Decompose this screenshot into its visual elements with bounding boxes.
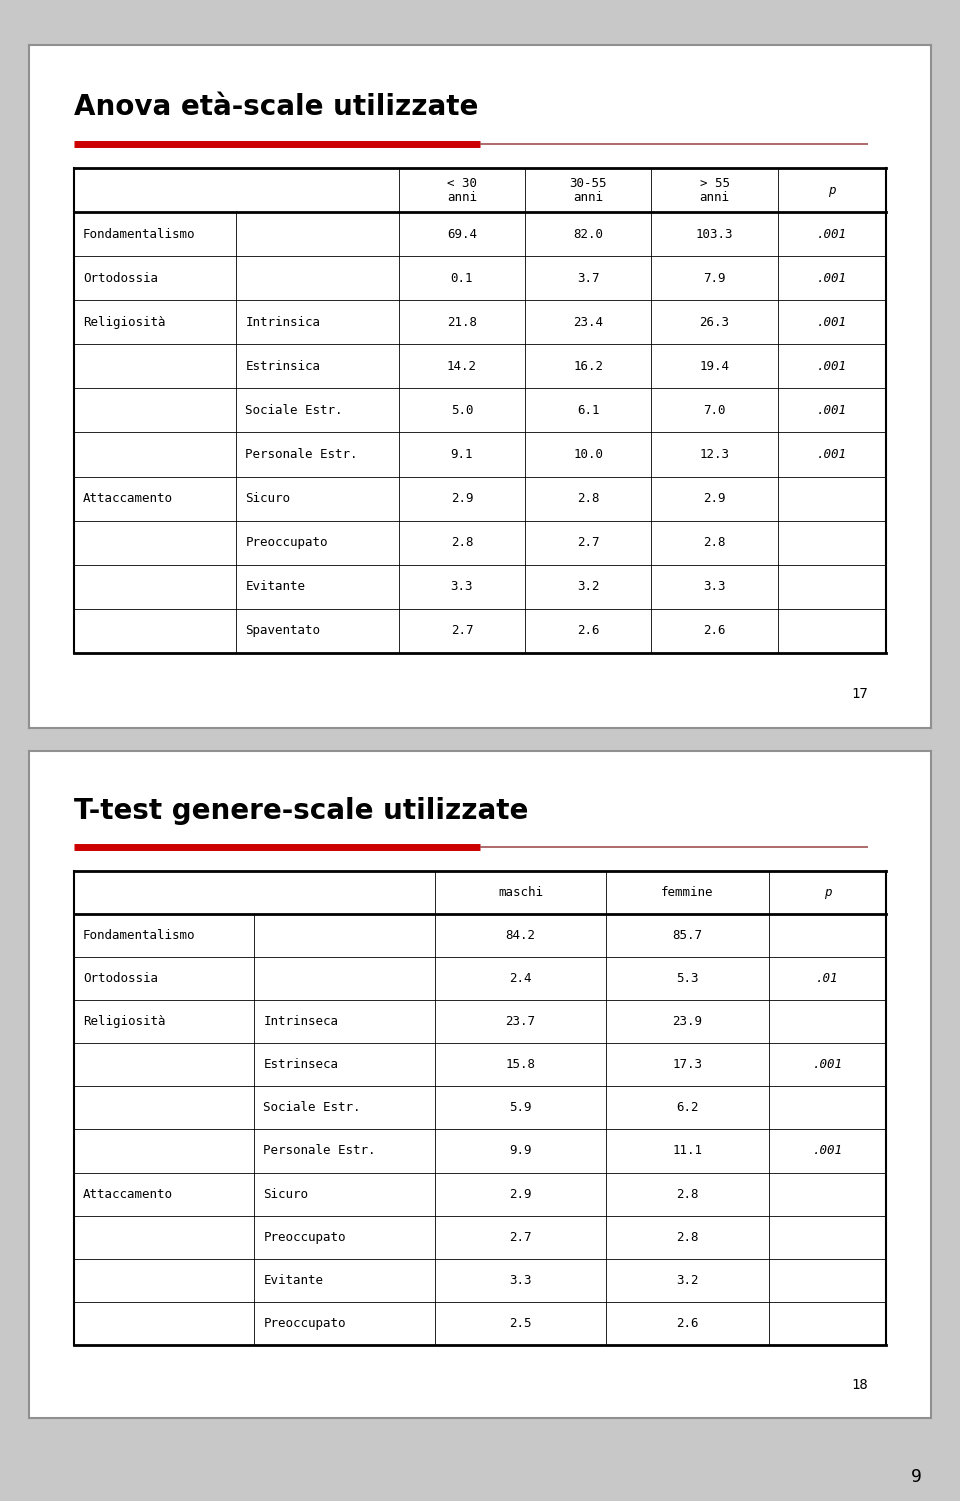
Text: Spaventato: Spaventato <box>246 624 321 638</box>
Text: Fondamentalismo: Fondamentalismo <box>83 228 196 240</box>
Text: Personale Estr.: Personale Estr. <box>263 1144 376 1157</box>
Text: 7.0: 7.0 <box>704 404 726 417</box>
Text: 19.4: 19.4 <box>700 360 730 372</box>
Text: Intrinsica: Intrinsica <box>246 315 321 329</box>
Text: 7.9: 7.9 <box>704 272 726 285</box>
Text: Estrinsica: Estrinsica <box>246 360 321 372</box>
Text: .001: .001 <box>812 1058 843 1072</box>
Text: 2.6: 2.6 <box>676 1316 699 1330</box>
Text: Sicuro: Sicuro <box>246 492 290 504</box>
Text: Preoccupato: Preoccupato <box>246 536 328 549</box>
Text: 69.4: 69.4 <box>447 228 477 240</box>
Text: 3.2: 3.2 <box>676 1274 699 1286</box>
Text: maschi: maschi <box>498 886 543 899</box>
Text: 2.6: 2.6 <box>577 624 600 638</box>
Text: Sociale Estr.: Sociale Estr. <box>263 1102 361 1114</box>
Text: Attaccamento: Attaccamento <box>83 492 173 504</box>
Text: Religiosità: Religiosità <box>83 1015 165 1028</box>
Text: 2.7: 2.7 <box>577 536 600 549</box>
Text: femmine: femmine <box>661 886 714 899</box>
Text: 5.3: 5.3 <box>676 973 699 985</box>
Text: 10.0: 10.0 <box>573 447 603 461</box>
Text: 6.2: 6.2 <box>676 1102 699 1114</box>
Text: .001: .001 <box>817 315 847 329</box>
Text: Preoccupato: Preoccupato <box>263 1231 346 1244</box>
Text: Preoccupato: Preoccupato <box>263 1316 346 1330</box>
Text: p: p <box>824 886 831 899</box>
Text: 2.5: 2.5 <box>510 1316 532 1330</box>
Text: 5.9: 5.9 <box>510 1102 532 1114</box>
Text: 2.9: 2.9 <box>510 1187 532 1201</box>
Text: 3.7: 3.7 <box>577 272 600 285</box>
Text: Fondamentalismo: Fondamentalismo <box>83 929 196 943</box>
Text: .01: .01 <box>816 973 839 985</box>
Text: 17.3: 17.3 <box>673 1058 703 1072</box>
Text: > 55
anni: > 55 anni <box>700 177 730 204</box>
Text: .001: .001 <box>817 404 847 417</box>
Text: 2.8: 2.8 <box>704 536 726 549</box>
Text: 2.8: 2.8 <box>676 1187 699 1201</box>
Text: Sicuro: Sicuro <box>263 1187 308 1201</box>
Text: Attaccamento: Attaccamento <box>83 1187 173 1201</box>
Text: 6.1: 6.1 <box>577 404 600 417</box>
Text: Evitante: Evitante <box>246 581 305 593</box>
Text: 2.4: 2.4 <box>510 973 532 985</box>
Text: 2.8: 2.8 <box>676 1231 699 1244</box>
Text: 3.2: 3.2 <box>577 581 600 593</box>
Text: Religiosità: Religiosità <box>83 315 165 329</box>
Text: 2.9: 2.9 <box>450 492 473 504</box>
Text: 2.8: 2.8 <box>450 536 473 549</box>
Text: 5.0: 5.0 <box>450 404 473 417</box>
Text: < 30
anni: < 30 anni <box>447 177 477 204</box>
Text: .001: .001 <box>812 1144 843 1157</box>
Text: 17: 17 <box>852 686 868 701</box>
Text: 3.3: 3.3 <box>510 1274 532 1286</box>
Text: 2.7: 2.7 <box>510 1231 532 1244</box>
Text: Estrinseca: Estrinseca <box>263 1058 339 1072</box>
Text: 11.1: 11.1 <box>673 1144 703 1157</box>
Text: Anova età-scale utilizzate: Anova età-scale utilizzate <box>74 93 478 122</box>
Text: 2.8: 2.8 <box>577 492 600 504</box>
Text: 18: 18 <box>852 1378 868 1391</box>
Text: .001: .001 <box>817 360 847 372</box>
Text: 103.3: 103.3 <box>696 228 733 240</box>
Text: .001: .001 <box>817 228 847 240</box>
Text: 9.9: 9.9 <box>510 1144 532 1157</box>
Text: 23.4: 23.4 <box>573 315 603 329</box>
Text: T-test genere-scale utilizzate: T-test genere-scale utilizzate <box>74 797 528 826</box>
Text: 14.2: 14.2 <box>447 360 477 372</box>
Text: 26.3: 26.3 <box>700 315 730 329</box>
Text: 15.8: 15.8 <box>506 1058 536 1072</box>
Text: 2.7: 2.7 <box>450 624 473 638</box>
Text: Personale Estr.: Personale Estr. <box>246 447 358 461</box>
Text: p: p <box>828 183 836 197</box>
Text: 3.3: 3.3 <box>704 581 726 593</box>
Text: 2.9: 2.9 <box>704 492 726 504</box>
Text: Evitante: Evitante <box>263 1274 324 1286</box>
Text: Intrinseca: Intrinseca <box>263 1015 339 1028</box>
Text: Sociale Estr.: Sociale Estr. <box>246 404 343 417</box>
Text: 12.3: 12.3 <box>700 447 730 461</box>
Text: Ortodossia: Ortodossia <box>83 272 158 285</box>
Text: .001: .001 <box>817 447 847 461</box>
Text: .001: .001 <box>817 272 847 285</box>
Text: Ortodossia: Ortodossia <box>83 973 158 985</box>
Text: 23.7: 23.7 <box>506 1015 536 1028</box>
Text: 2.6: 2.6 <box>704 624 726 638</box>
Text: 30-55
anni: 30-55 anni <box>569 177 607 204</box>
Text: 85.7: 85.7 <box>673 929 703 943</box>
Text: 0.1: 0.1 <box>450 272 473 285</box>
Text: 23.9: 23.9 <box>673 1015 703 1028</box>
Text: 21.8: 21.8 <box>447 315 477 329</box>
Text: 82.0: 82.0 <box>573 228 603 240</box>
Text: 84.2: 84.2 <box>506 929 536 943</box>
Text: 9.1: 9.1 <box>450 447 473 461</box>
Text: 9: 9 <box>911 1468 922 1486</box>
Text: 16.2: 16.2 <box>573 360 603 372</box>
Text: 3.3: 3.3 <box>450 581 473 593</box>
